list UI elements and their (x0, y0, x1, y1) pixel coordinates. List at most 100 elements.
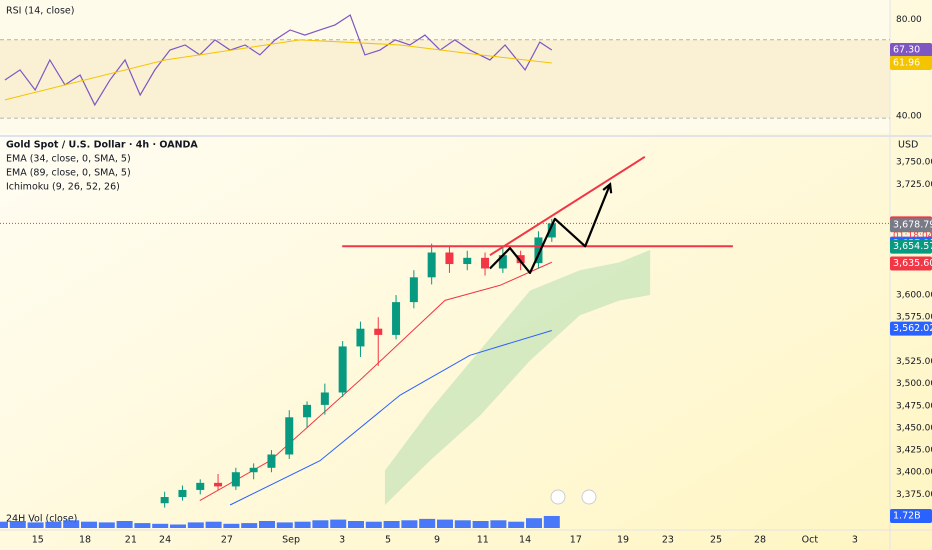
x-tick-label: 21 (125, 535, 137, 546)
x-tick-label: Sep (282, 535, 300, 546)
volume-bar (276, 522, 293, 528)
y-tick-label: 3,375.000 (896, 490, 932, 500)
volume-bar (401, 520, 418, 528)
price-tag (890, 218, 932, 233)
volume-bar (27, 522, 44, 528)
rsi-line (4, 14, 553, 107)
candle-body (231, 472, 240, 487)
candle-body (392, 302, 401, 335)
y-tick-label: 3,475.000 (896, 401, 932, 411)
y-tick-label: 3,525.000 (896, 357, 932, 367)
volume-bar (543, 515, 560, 528)
volume-bar (490, 520, 507, 528)
arrow-head (602, 182, 613, 194)
x-tick-label: 5 (385, 535, 391, 546)
symbol-legend: Gold Spot / U.S. Dollar · 4h · OANDA (6, 140, 198, 151)
x-tick-label: 25 (710, 535, 722, 546)
legend-entry: EMA (34, close, 0, SMA, 5) (6, 154, 131, 165)
volume-bar (152, 523, 169, 528)
event-icon[interactable] (550, 489, 566, 505)
x-tick-label: 3 (339, 535, 345, 546)
price-tag (890, 321, 932, 336)
candle-body (285, 417, 294, 455)
price-tag-label: 67.30 (893, 45, 920, 56)
volume-bar (81, 521, 97, 528)
volume-bar (116, 521, 133, 528)
candle-body (320, 392, 329, 405)
volume-bar (419, 518, 436, 528)
price-tag (890, 55, 932, 70)
y-tick-label: 3,500.000 (896, 379, 932, 389)
x-tick-label: 24 (159, 535, 171, 546)
x-tick-label: Oct (802, 535, 819, 546)
price-tag-label: 61.96 (893, 57, 920, 68)
x-tick-label: 28 (754, 535, 766, 546)
y-tick-label: 3,575.000 (896, 313, 932, 323)
volume-bar (98, 522, 115, 528)
x-tick-label: 18 (79, 535, 91, 546)
volume-bar (187, 522, 204, 528)
candle-body (516, 255, 525, 264)
price-tag (890, 239, 932, 254)
price-tag-label: 3,635.607 (893, 258, 932, 269)
price-tag-label: 3,654.579 (893, 241, 932, 252)
candle-body (160, 497, 169, 504)
volume-bar (472, 521, 489, 528)
volume-bar (0, 521, 8, 528)
volume-bar (294, 521, 311, 528)
price-tag (890, 43, 932, 58)
x-tick-label: 14 (519, 535, 531, 546)
trend-line (489, 155, 646, 257)
candle-body (303, 404, 312, 418)
ema-line (199, 261, 553, 502)
x-tick-label: 11 (477, 535, 489, 546)
legend-entry: EMA (89, close, 0, SMA, 5) (6, 168, 131, 179)
event-icon[interactable] (581, 489, 597, 505)
volume-bar (9, 521, 26, 528)
volume-bar (383, 521, 400, 528)
currency-label: USD (898, 140, 918, 151)
y-tick-label: 3,750.000 (896, 158, 932, 168)
y-tick-label: 3,600.000 (896, 291, 932, 301)
x-tick-label: 3 (852, 535, 858, 546)
candle-body (356, 328, 365, 347)
y-tick-label: 3,725.000 (896, 180, 932, 190)
y-tick-label: 3,450.000 (896, 423, 932, 433)
rsi-line (4, 39, 552, 101)
price-tag-label: 3,562.024 (893, 323, 932, 334)
x-tick-label: 15 (32, 535, 44, 546)
x-tick-label: 27 (221, 535, 233, 546)
rsi-legend: RSI (14, close) (6, 6, 74, 17)
candle-body (498, 255, 507, 269)
x-tick-label: 23 (662, 535, 674, 546)
volume-bar (45, 521, 62, 528)
y-tick-label: 80.00 (896, 15, 922, 25)
price-tag (890, 508, 932, 523)
x-tick-label: 17 (570, 535, 582, 546)
volume-bar (134, 523, 151, 528)
volume-bar (205, 521, 222, 528)
volume-bar (437, 519, 453, 528)
projection-path (489, 183, 612, 274)
volume-bar (330, 519, 347, 528)
price-tag (890, 256, 932, 271)
candle-body (214, 482, 223, 487)
volume-bar (454, 520, 471, 528)
price-tag-label: 3,678.790 (893, 220, 932, 231)
x-tick-label: 9 (434, 535, 440, 546)
candle-body (481, 257, 490, 269)
volume-bar (223, 523, 240, 528)
ema-line (229, 329, 552, 506)
volume-bar (508, 521, 525, 528)
volume-legend: 24H Vol (close) (6, 514, 77, 525)
ichimoku-cloud (384, 249, 651, 505)
volume-bar (526, 518, 542, 528)
candle-body (178, 489, 187, 498)
candle-body (249, 467, 258, 473)
candle-body (267, 454, 276, 468)
candle-body (445, 252, 454, 265)
candle-body (374, 328, 383, 335)
countdown: 01:18:04 (893, 231, 932, 241)
price-tag-label: 1.72B (893, 510, 921, 521)
